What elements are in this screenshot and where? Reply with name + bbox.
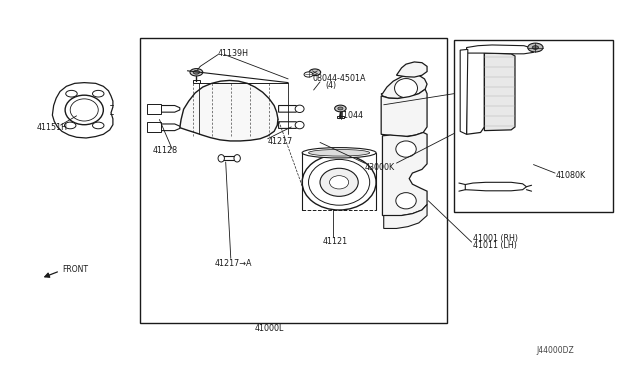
Polygon shape bbox=[180, 80, 278, 141]
Bar bbox=[454, 40, 613, 212]
Bar bbox=[140, 38, 447, 323]
Text: 41139H: 41139H bbox=[218, 49, 249, 58]
Ellipse shape bbox=[396, 141, 416, 157]
Circle shape bbox=[66, 90, 77, 97]
Circle shape bbox=[335, 105, 346, 112]
Text: (4): (4) bbox=[325, 81, 336, 90]
Ellipse shape bbox=[70, 99, 99, 121]
Polygon shape bbox=[384, 205, 427, 228]
Ellipse shape bbox=[394, 78, 417, 98]
Polygon shape bbox=[157, 106, 180, 112]
Text: 41011 (LH): 41011 (LH) bbox=[473, 241, 517, 250]
Polygon shape bbox=[467, 45, 534, 54]
Ellipse shape bbox=[330, 176, 349, 189]
Text: 08044-4501A: 08044-4501A bbox=[312, 74, 366, 83]
Polygon shape bbox=[381, 89, 427, 137]
Circle shape bbox=[528, 43, 543, 52]
Polygon shape bbox=[383, 132, 427, 215]
Text: 41001 (RH): 41001 (RH) bbox=[473, 234, 518, 243]
Ellipse shape bbox=[320, 168, 358, 196]
Polygon shape bbox=[52, 83, 113, 138]
Ellipse shape bbox=[396, 193, 416, 209]
Ellipse shape bbox=[218, 155, 225, 162]
Circle shape bbox=[190, 68, 203, 76]
Circle shape bbox=[304, 72, 313, 77]
Polygon shape bbox=[467, 49, 484, 134]
Text: 41128: 41128 bbox=[153, 146, 178, 155]
Ellipse shape bbox=[302, 148, 376, 158]
Polygon shape bbox=[147, 104, 161, 113]
Polygon shape bbox=[278, 106, 300, 112]
Text: 43000K: 43000K bbox=[365, 163, 395, 172]
Text: 41044: 41044 bbox=[339, 110, 364, 120]
Text: FRONT: FRONT bbox=[62, 265, 88, 274]
Circle shape bbox=[65, 122, 76, 129]
Text: 41000L: 41000L bbox=[255, 324, 284, 333]
Text: 41217→A: 41217→A bbox=[215, 259, 252, 268]
Circle shape bbox=[93, 122, 104, 129]
Ellipse shape bbox=[234, 155, 241, 162]
Ellipse shape bbox=[295, 121, 304, 129]
Circle shape bbox=[93, 90, 104, 97]
Circle shape bbox=[532, 46, 539, 49]
Ellipse shape bbox=[65, 95, 103, 125]
Text: J44000DZ: J44000DZ bbox=[537, 346, 575, 355]
Text: 41080K: 41080K bbox=[556, 171, 586, 180]
Polygon shape bbox=[460, 49, 468, 134]
Polygon shape bbox=[157, 124, 180, 131]
Polygon shape bbox=[278, 122, 300, 128]
Text: 41151H: 41151H bbox=[36, 123, 67, 132]
Circle shape bbox=[338, 107, 343, 110]
Ellipse shape bbox=[302, 155, 376, 210]
Ellipse shape bbox=[308, 150, 370, 156]
Ellipse shape bbox=[295, 105, 304, 112]
Polygon shape bbox=[381, 74, 427, 99]
Circle shape bbox=[309, 69, 321, 76]
Polygon shape bbox=[465, 182, 527, 191]
Ellipse shape bbox=[154, 124, 161, 131]
Polygon shape bbox=[337, 116, 344, 118]
Ellipse shape bbox=[308, 160, 370, 205]
Circle shape bbox=[193, 70, 200, 74]
Polygon shape bbox=[193, 80, 200, 83]
Polygon shape bbox=[484, 53, 515, 131]
Text: 41217: 41217 bbox=[268, 137, 293, 146]
Polygon shape bbox=[396, 62, 427, 77]
Polygon shape bbox=[221, 157, 237, 160]
Polygon shape bbox=[147, 122, 161, 132]
Ellipse shape bbox=[154, 106, 161, 112]
Text: 41121: 41121 bbox=[323, 237, 348, 246]
